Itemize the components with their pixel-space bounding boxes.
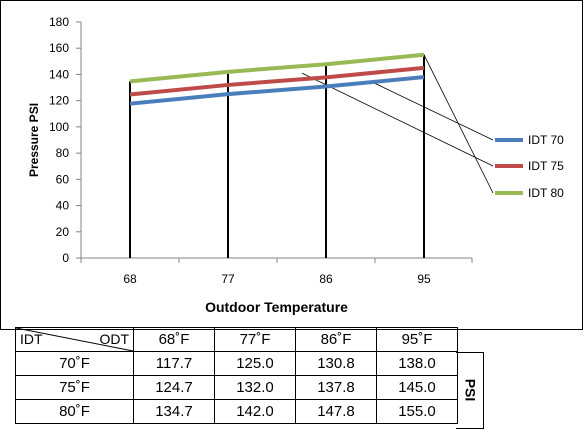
psi-side-box [456, 352, 484, 429]
table-cell: 155.0 [376, 399, 458, 424]
row-header-70: 70˚F [15, 351, 134, 376]
x-tick-label: 86 [319, 272, 333, 286]
table-cell: 117.7 [133, 351, 215, 376]
pressure-table: IDT ODT 68˚F 77˚F 86˚F 95˚F 70˚F 117.7 1… [15, 327, 458, 424]
legend-label: IDT 80 [528, 186, 564, 200]
series-line [129, 65, 425, 97]
legend-leader-line [423, 54, 494, 194]
table-row: 75˚F 124.7 132.0 137.8 145.0 [15, 375, 458, 400]
series-line [129, 52, 425, 84]
y-tick-label: 20 [56, 225, 70, 239]
y-tick-label: 80 [56, 146, 70, 160]
table-cell: 125.0 [214, 351, 296, 376]
y-tick-label: 0 [62, 251, 69, 265]
table-cell: 132.0 [214, 375, 296, 400]
pressure-chart: 0 20 40 60 80 100 120 140 160 180 68 77 86 95 IDT 70 ID… [0, 0, 583, 330]
table-cell: 134.7 [133, 399, 215, 424]
psi-label-text: PSI [462, 378, 479, 401]
col-header-95: 95˚F [376, 327, 458, 352]
psi-side-label: PSI [457, 352, 484, 427]
table-cell: 130.8 [295, 351, 377, 376]
chart-svg: 0 20 40 60 80 100 120 140 160 180 68 77 86 95 IDT 70 ID… [0, 0, 583, 330]
series-line [129, 75, 425, 106]
y-tick-label: 60 [56, 172, 70, 186]
table-cell: 142.0 [214, 399, 296, 424]
legend-label: IDT 70 [528, 133, 564, 147]
row-header-75: 75˚F [15, 375, 134, 400]
table-cell: 147.8 [295, 399, 377, 424]
row-header-80: 80˚F [15, 399, 134, 424]
chart-border [0, 0, 583, 330]
table-cell: 124.7 [133, 375, 215, 400]
legend-leader-line [301, 72, 494, 167]
table-header-row: IDT ODT 68˚F 77˚F 86˚F 95˚F [15, 327, 458, 352]
table-row: 70˚F 117.7 125.0 130.8 138.0 [15, 351, 458, 376]
col-header-77: 77˚F [214, 327, 296, 352]
x-tick-label: 77 [221, 272, 235, 286]
legend-label: IDT 75 [528, 159, 564, 173]
y-tick-label: 180 [49, 15, 69, 29]
corner-odt-label: ODT [99, 331, 129, 347]
y-tick-label: 140 [49, 67, 69, 81]
x-tick-label: 95 [417, 272, 431, 286]
table-cell: 137.8 [295, 375, 377, 400]
table-cell: 145.0 [376, 375, 458, 400]
y-tick-label: 100 [49, 120, 69, 134]
x-tick-label: 68 [123, 272, 137, 286]
col-header-68: 68˚F [133, 327, 215, 352]
corner-diagonal [16, 328, 133, 351]
table-cell: 138.0 [376, 351, 458, 376]
legend-leader-line [369, 80, 494, 141]
corner-idt-label: IDT [20, 331, 43, 347]
x-axis-title: Outdoor Temperature [205, 299, 348, 315]
y-tick-label: 160 [49, 41, 69, 55]
table-row: 80˚F 134.7 142.0 147.8 155.0 [15, 399, 458, 424]
y-tick-label: 120 [49, 94, 69, 108]
table-corner-cell: IDT ODT [15, 327, 134, 352]
y-axis-title: Pressure PSI [27, 103, 41, 177]
col-header-86: 86˚F [295, 327, 377, 352]
y-tick-label: 40 [56, 199, 70, 213]
